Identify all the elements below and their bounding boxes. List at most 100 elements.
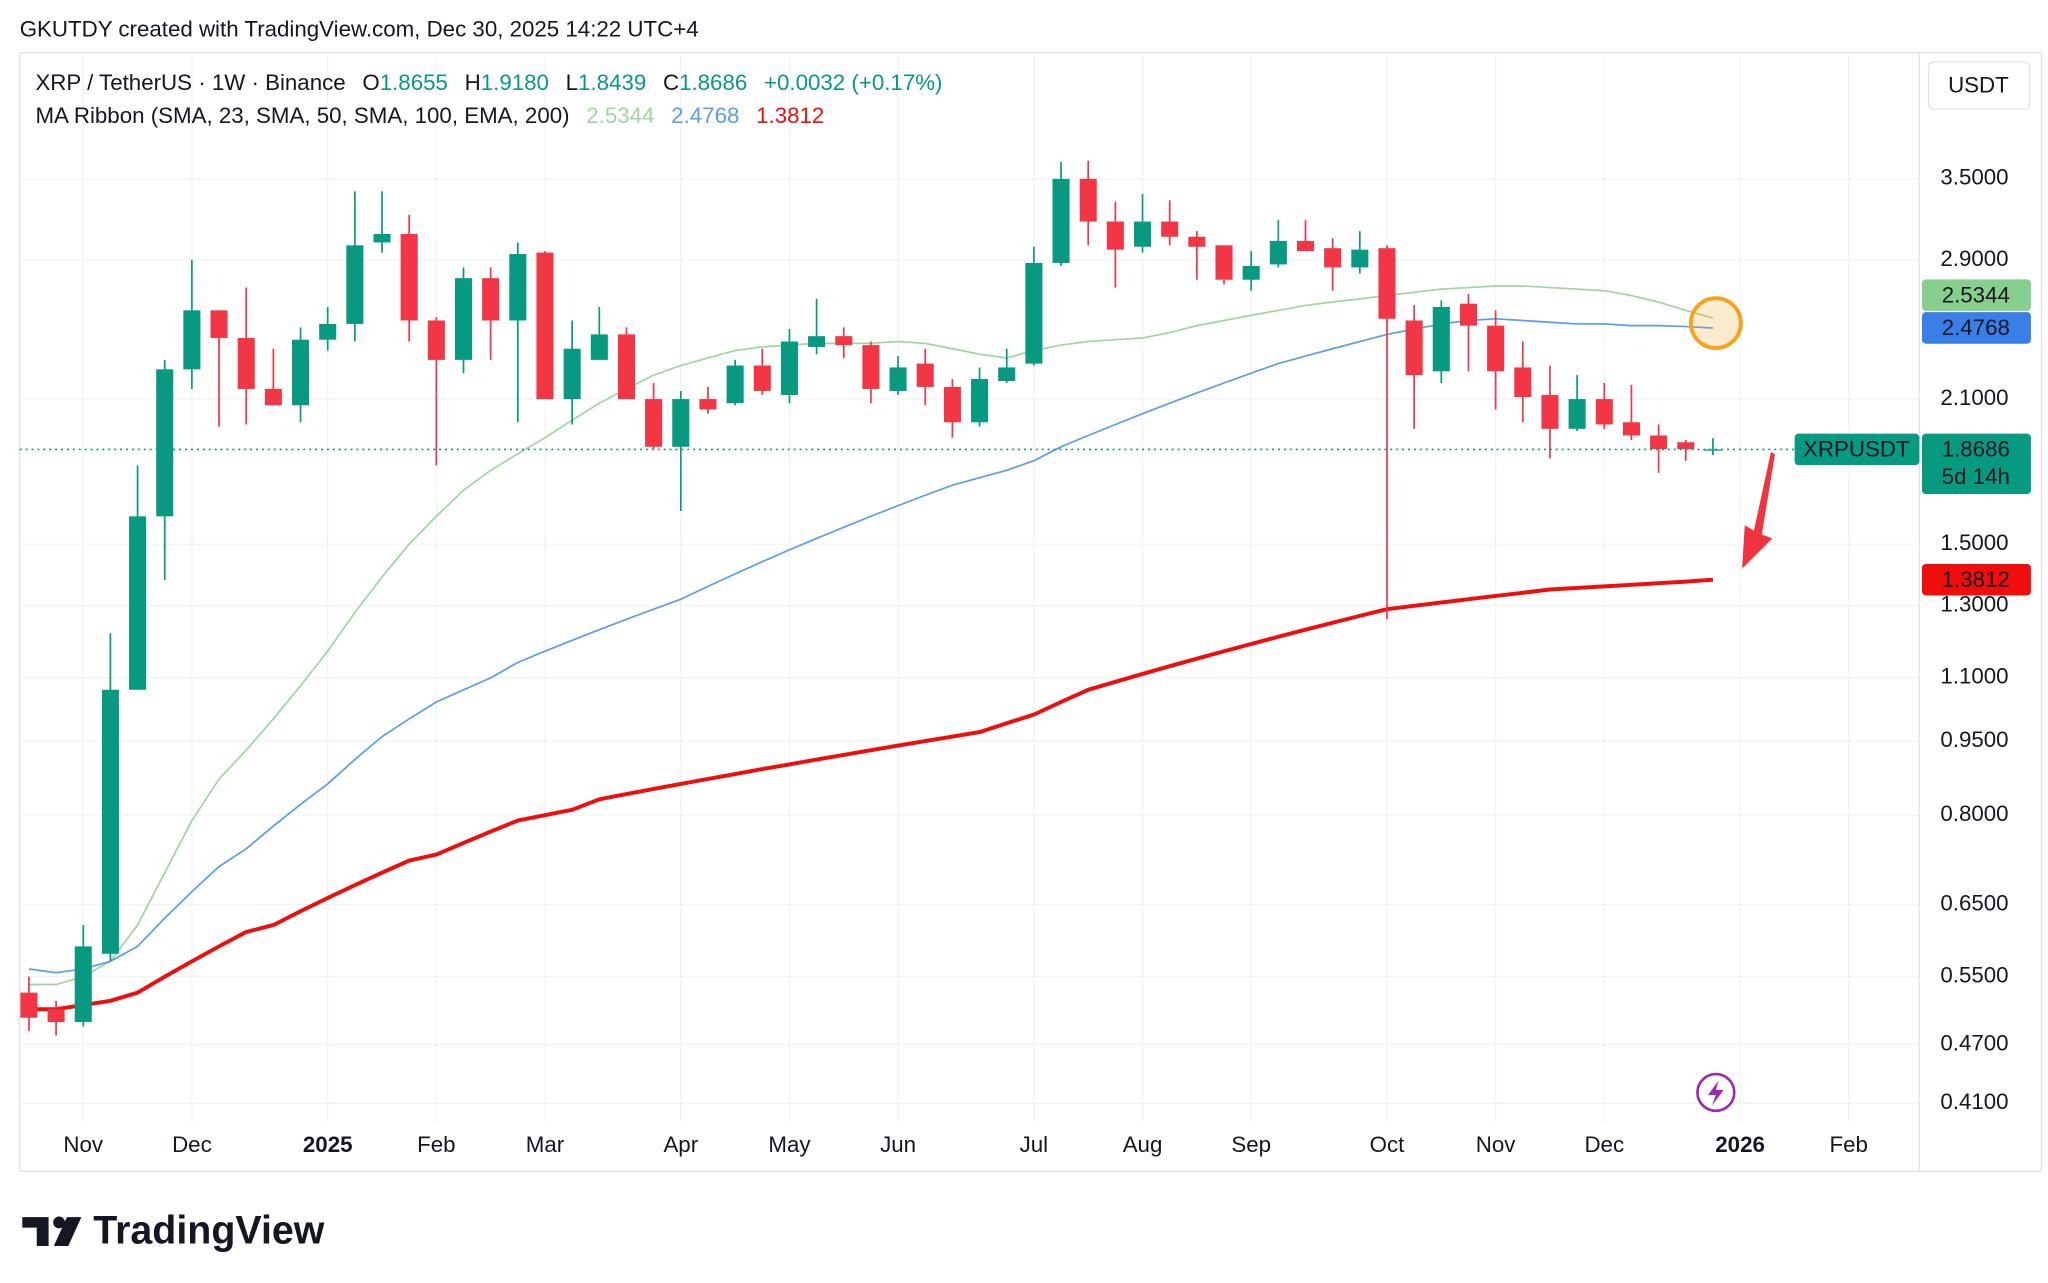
- ma-line: [28, 577, 1714, 1012]
- x-tick-label: Nov: [63, 1132, 104, 1157]
- highlight-circle: [1688, 296, 1743, 351]
- y-tick-label: 0.4700: [1940, 1030, 2008, 1055]
- ohlc-value: 1.8686: [679, 70, 747, 95]
- y-tick-label: 0.5500: [1940, 963, 2008, 988]
- logo-part: [22, 1217, 49, 1247]
- currency[interactable]: USDT: [1948, 73, 2009, 98]
- arrow: [1742, 451, 1775, 569]
- candle-body: [1215, 245, 1233, 280]
- x-tick-label: Feb: [417, 1132, 455, 1157]
- candle-body: [1161, 221, 1179, 237]
- candle-body: [808, 336, 826, 347]
- candle-body: [916, 363, 934, 387]
- ohlc-value: 1.9180: [481, 70, 549, 95]
- candle-body: [617, 334, 636, 400]
- x-tick-label: Jun: [880, 1132, 916, 1157]
- candle-body: [482, 278, 500, 321]
- symbol-tag: XRPUSDT: [1803, 437, 1910, 462]
- candle-body: [1541, 394, 1559, 429]
- candle-body: [1432, 307, 1450, 372]
- candle-body: [1595, 399, 1613, 425]
- candle-body: [1079, 178, 1097, 222]
- last-price: 1.8686: [1942, 437, 2010, 462]
- candle-body: [237, 337, 255, 389]
- candle-body: [264, 388, 282, 406]
- candle-body: [1188, 236, 1206, 247]
- candle-body: [156, 369, 174, 517]
- brand: TradingView: [93, 1208, 325, 1252]
- candle-body: [129, 516, 147, 690]
- ohlc-label: L: [566, 70, 578, 95]
- x-tick-label: 2026: [1715, 1132, 1765, 1157]
- candle-body: [889, 367, 907, 391]
- x-tick-label: Dec: [1584, 1132, 1624, 1157]
- candle-body: [1459, 303, 1478, 326]
- candle-body: [699, 399, 717, 410]
- candle-body: [943, 386, 961, 423]
- symbol-tag-box: [1794, 433, 1920, 466]
- candle-body: [319, 323, 337, 340]
- indicator-value: 2.4768: [671, 103, 739, 128]
- chart-frame: [19, 52, 2043, 1172]
- y-tick-label: 0.6500: [1940, 891, 2008, 916]
- candle-body: [1324, 248, 1342, 268]
- candle-body: [346, 245, 364, 324]
- countdown: 5d 14h: [1942, 464, 2010, 489]
- plot: [19, 160, 1920, 1036]
- x-tick-label: Sep: [1231, 1132, 1271, 1157]
- candle-body: [210, 310, 228, 338]
- y-tick-label: 0.4100: [1940, 1089, 2008, 1114]
- legend-main: XRP / TetherUS · 1W · Binance O1.8655 H1…: [35, 70, 942, 95]
- candle-body: [1650, 435, 1668, 450]
- candle-body: [183, 310, 201, 370]
- candle-body: [835, 336, 853, 346]
- candle-body: [1296, 241, 1315, 252]
- brand-logo: [22, 1216, 82, 1247]
- x-tick-label: Nov: [1476, 1132, 1517, 1157]
- candle-body: [1405, 320, 1423, 376]
- candle-body: [454, 278, 473, 360]
- y-tick-label: 0.9500: [1940, 727, 2008, 752]
- currency-button[interactable]: [1927, 61, 2031, 110]
- ma-price-tag-box: [1921, 312, 2031, 344]
- ohlc-label: C: [663, 70, 679, 95]
- candle-body: [1677, 442, 1695, 450]
- candle-body: [373, 233, 391, 243]
- indicator-name: MA Ribbon (SMA, 23, SMA, 50, SMA, 100, E…: [35, 103, 569, 128]
- attribution: GKUTDY created with TradingView.com, Dec…: [20, 16, 699, 41]
- x-tick-label: 2025: [303, 1132, 353, 1157]
- ma-price-tag: 2.5344: [1942, 282, 2010, 307]
- candle-body: [400, 233, 418, 321]
- ohlc-value: 1.8655: [380, 70, 448, 95]
- indicator-value: 2.5344: [586, 103, 654, 128]
- candle-body: [1568, 399, 1586, 429]
- candle-body: [1242, 265, 1260, 280]
- candle-body: [645, 399, 663, 447]
- candle-body: [971, 379, 989, 423]
- x-tick-label: Aug: [1123, 1132, 1163, 1157]
- candle-body: [780, 341, 798, 395]
- candle-body: [1106, 221, 1124, 250]
- candle-body: [1052, 178, 1070, 263]
- ma-price-tag: 2.4768: [1942, 315, 2010, 340]
- candle-body: [292, 339, 310, 406]
- ohlc-value: 1.8439: [578, 70, 646, 95]
- y-tick-label: 0.8000: [1940, 801, 2008, 826]
- candle-body: [20, 992, 38, 1018]
- ma-line: [28, 317, 1714, 974]
- candle-body: [1134, 221, 1152, 247]
- candle-body: [1704, 449, 1722, 451]
- x-tick-label: Apr: [663, 1132, 698, 1157]
- candle-body: [427, 320, 445, 360]
- candle-body: [563, 348, 581, 400]
- y-tick-label: 2.9000: [1940, 246, 2008, 271]
- ma-price-tag-box: [1921, 563, 2031, 596]
- last-price-box: [1921, 433, 2031, 495]
- ohlc-label: H: [465, 70, 481, 95]
- event-bolt: [1707, 1080, 1724, 1106]
- candle-body: [1378, 248, 1396, 319]
